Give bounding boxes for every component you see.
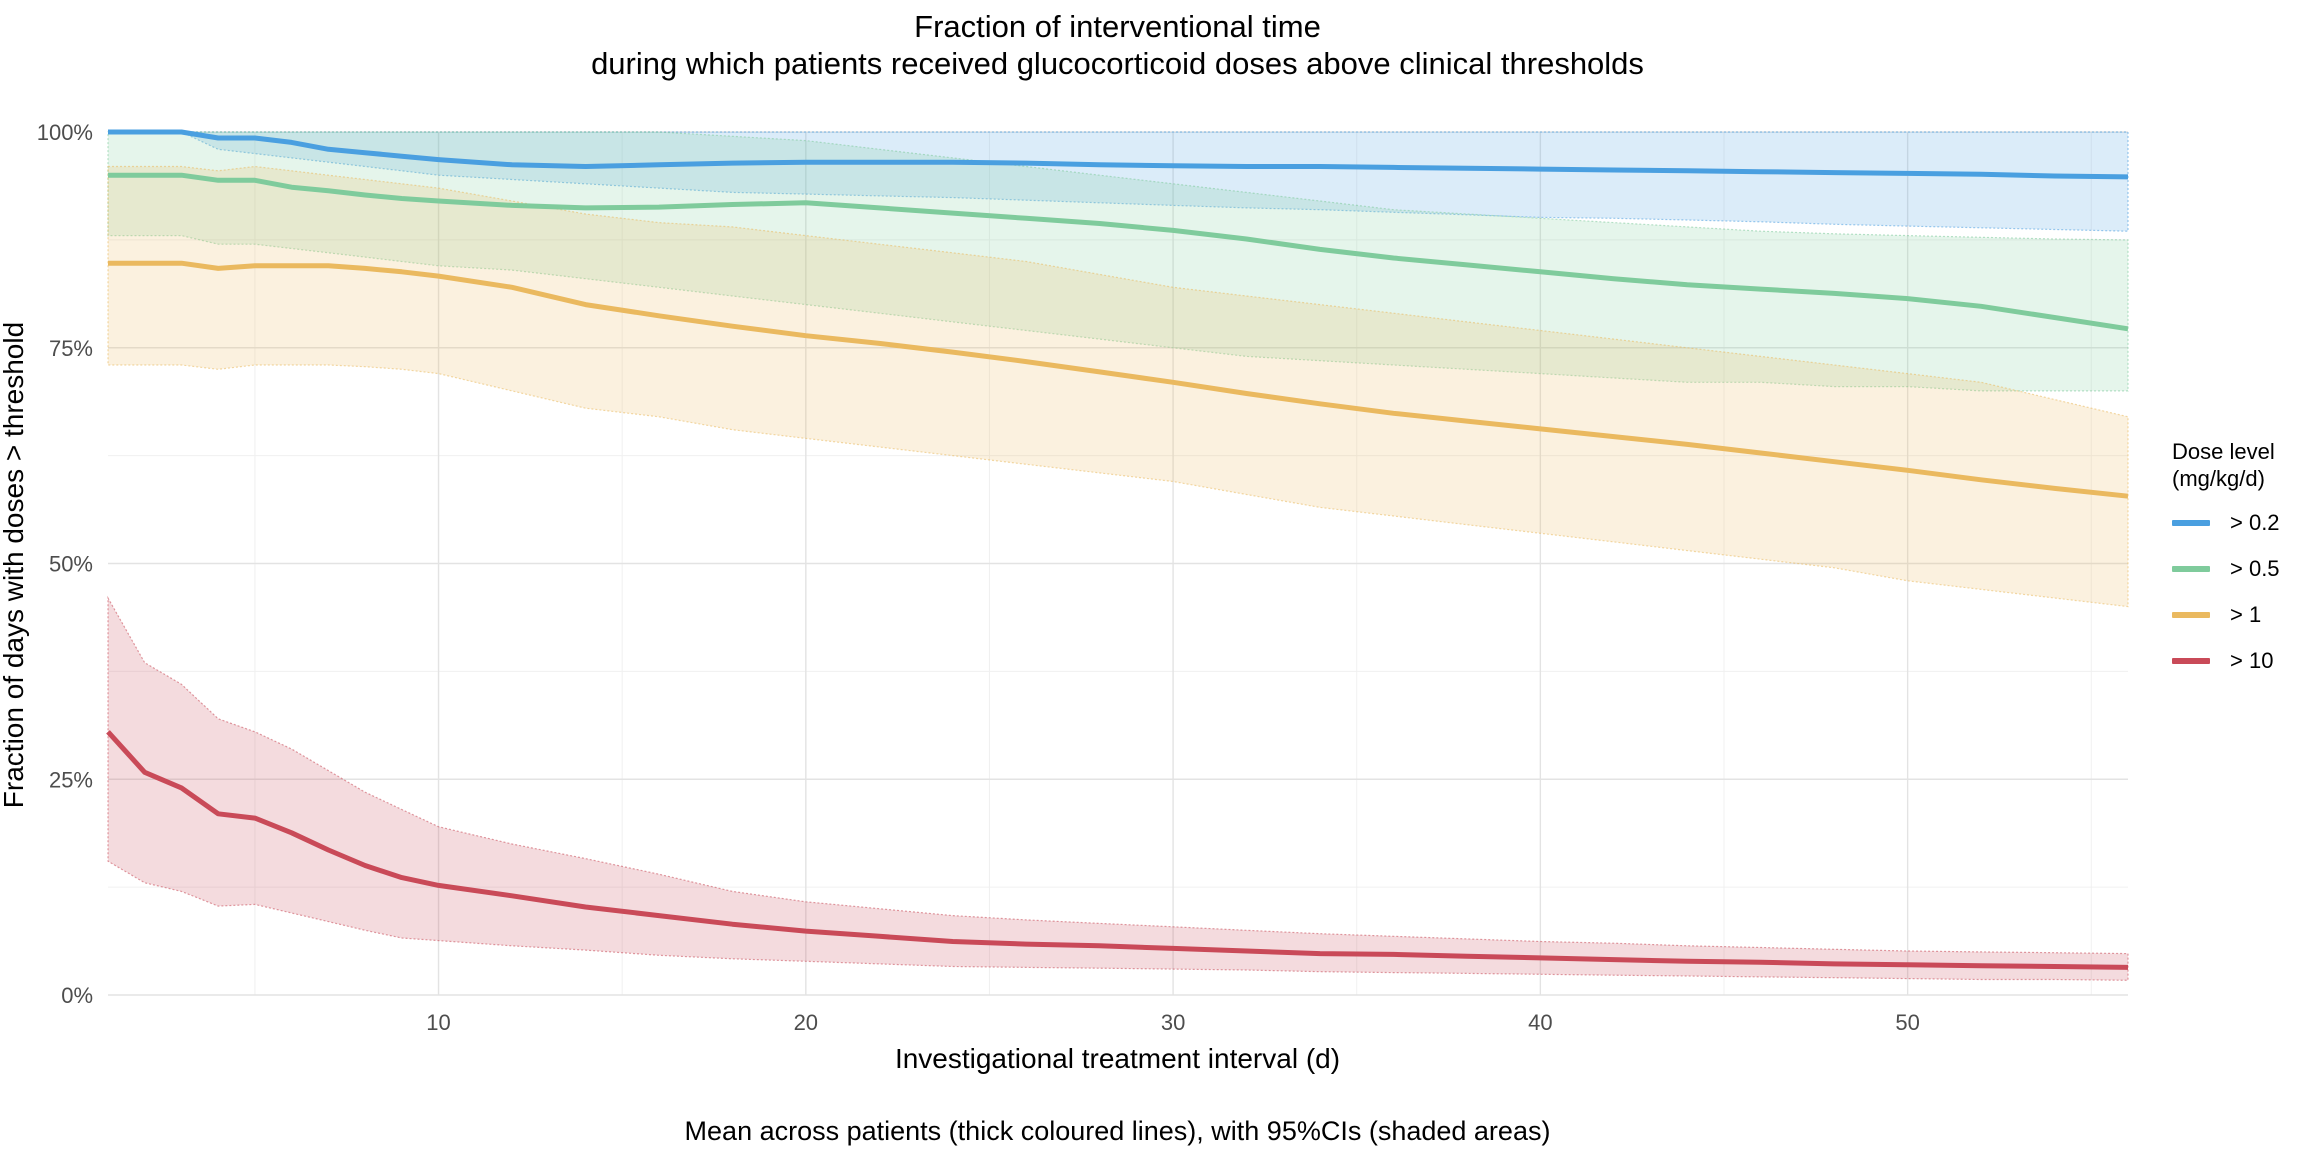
legend: Dose level (mg/kg/d) > 0.2 > 0.5 > 1 > 1… xyxy=(2172,438,2280,684)
legend-label: > 0.5 xyxy=(2230,556,2280,581)
legend-swatch xyxy=(2172,566,2210,572)
x-tick-label: 40 xyxy=(1528,1010,1552,1035)
legend-swatch xyxy=(2172,658,2210,664)
legend-title: Dose level (mg/kg/d) xyxy=(2172,439,2275,491)
ci-band xyxy=(107,131,2129,392)
legend-item: > 0.2 xyxy=(2172,500,2280,546)
series-line xyxy=(106,730,2129,970)
y-tick-label: 50% xyxy=(49,552,93,577)
legend-label: > 10 xyxy=(2230,648,2274,673)
x-tick-label: 30 xyxy=(1161,1010,1185,1035)
legend-label: > 1 xyxy=(2230,602,2262,627)
x-tick-label: 10 xyxy=(426,1010,450,1035)
x-axis-title: Investigational treatment interval (d) xyxy=(894,1043,1341,1074)
y-axis-title: Fraction of days with doses > threshold xyxy=(0,321,29,809)
chart-caption: Mean across patients (thick coloured lin… xyxy=(684,1116,1551,1146)
chart-title: Fraction of interventional time xyxy=(914,9,1321,44)
legend-label: > 0.2 xyxy=(2230,510,2280,535)
legend-swatch xyxy=(2172,520,2210,526)
y-tick-label: 0% xyxy=(61,983,93,1008)
chart-subtitle: during which patients received glucocort… xyxy=(591,46,1644,81)
legend-swatch xyxy=(2172,612,2210,618)
ci-band xyxy=(107,595,2129,981)
x-tick-label: 20 xyxy=(794,1010,818,1035)
series-line xyxy=(108,172,2129,332)
legend-item: > 10 xyxy=(2172,638,2280,684)
legend-item: > 0.5 xyxy=(2172,546,2280,592)
ci-band xyxy=(107,165,2129,608)
y-tick-label: 100% xyxy=(37,120,93,145)
series-line xyxy=(108,260,2129,499)
y-tick-label: 25% xyxy=(49,767,93,792)
x-tick-label: 50 xyxy=(1895,1010,1919,1035)
y-tick-label: 75% xyxy=(49,336,93,361)
legend-item: > 1 xyxy=(2172,592,2280,638)
series-line xyxy=(108,129,2129,180)
